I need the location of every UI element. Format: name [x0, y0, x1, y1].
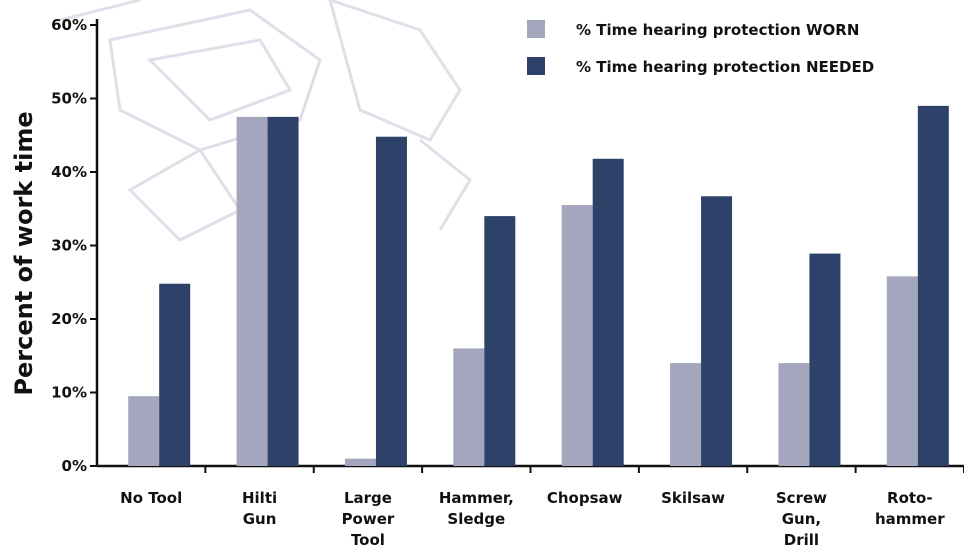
bar-needed: [484, 216, 515, 466]
x-category-label: Gun,: [782, 510, 821, 528]
x-category-label: hammer: [875, 510, 945, 528]
bar-needed: [701, 196, 732, 466]
bar-worn: [453, 348, 484, 466]
x-category-label: Hammer,: [439, 489, 514, 507]
legend-label: % Time hearing protection WORN: [576, 21, 859, 39]
x-category-label: Roto-: [887, 489, 933, 507]
x-category-label: Power: [342, 510, 395, 528]
y-tick-label: 40%: [51, 163, 87, 181]
x-category-label: No Tool: [120, 489, 182, 507]
y-tick-label: 60%: [51, 16, 87, 34]
bar-needed: [593, 159, 624, 466]
bar-needed: [159, 284, 190, 466]
x-category-label: Screw: [776, 489, 827, 507]
y-tick-label: 20%: [51, 310, 87, 328]
y-axis-title: Percent of work time: [10, 111, 38, 395]
x-category-label: Gun: [243, 510, 277, 528]
bar-needed: [268, 117, 299, 466]
bar-worn: [345, 459, 376, 466]
x-category-label: Chopsaw: [547, 489, 623, 507]
y-tick-label: 30%: [51, 237, 87, 255]
bar-worn: [778, 363, 809, 466]
x-category-label: Sledge: [447, 510, 505, 528]
x-category-label: Large: [344, 489, 392, 507]
y-tick-label: 0%: [62, 457, 87, 475]
bar-needed: [376, 137, 407, 466]
bar-needed: [809, 254, 840, 466]
labels-group: 0% 10% 20% 30% 40% 50% 60% Percent of work time…: [10, 16, 945, 549]
bar-needed: [918, 106, 949, 466]
legend-swatch: [527, 20, 545, 38]
x-category-label: Drill: [784, 531, 819, 549]
bar-worn: [887, 276, 918, 466]
y-tick-label: 50%: [51, 90, 87, 108]
x-category-label: Tool: [351, 531, 385, 549]
y-tick-label: 10%: [51, 384, 87, 402]
legend-swatch: [527, 57, 545, 75]
bar-worn: [128, 396, 159, 466]
x-category-label: Hilti: [242, 489, 277, 507]
legend: % Time hearing protection WORN % Time hea…: [527, 20, 874, 76]
x-category-label: Skilsaw: [661, 489, 725, 507]
legend-label: % Time hearing protection NEEDED: [576, 58, 874, 76]
bars-group: [128, 106, 949, 466]
bar-worn: [237, 117, 268, 466]
bar-worn: [670, 363, 701, 466]
bar-worn: [562, 205, 593, 466]
